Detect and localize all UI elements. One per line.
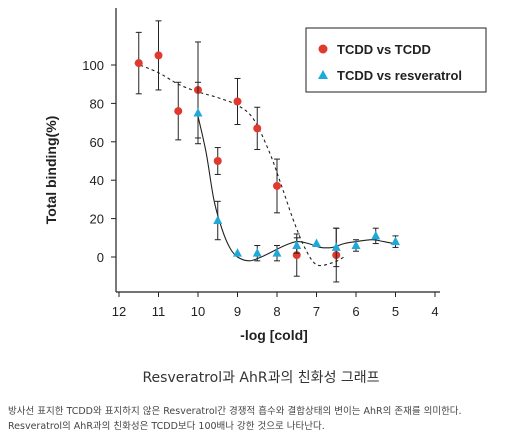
x-tick-label: 8 — [273, 304, 280, 319]
legend-marker-resveratrol-triangle — [318, 70, 328, 79]
data-point-tcdd — [273, 181, 281, 190]
y-axis-title: Total binding(%) — [43, 116, 59, 225]
y-ticks: 0 20 40 60 80 100 — [82, 58, 116, 265]
data-point-resveratrol — [391, 236, 400, 246]
data-point-resveratrol — [312, 238, 321, 248]
data-point-resveratrol — [272, 248, 282, 257]
data-point-resveratrol — [371, 230, 381, 240]
x-tick-label: 12 — [112, 304, 126, 319]
caption-title: Resveratrol과 AhR과의 친화성 그래프 — [142, 370, 380, 386]
x-tick-label: 7 — [313, 304, 320, 319]
axes — [115, 8, 440, 293]
legend-label-tcdd: TCDD vs TCDD — [337, 42, 431, 57]
data-point-tcdd — [134, 59, 143, 68]
y-tick-label: 40 — [90, 173, 104, 188]
caption-line-2: Resveratrol의 AhR과의 친화성은 TCDD보다 100배나 강한 … — [8, 421, 325, 432]
data-point-tcdd — [233, 97, 242, 106]
data-point-resveratrol — [292, 240, 302, 249]
y-tick-label: 60 — [90, 135, 104, 150]
data-point-resveratrol — [193, 108, 203, 117]
y-tick-label: 0 — [97, 250, 104, 265]
x-tick-label: 11 — [152, 304, 166, 319]
caption-line-1: 방사선 표지한 TCDD와 표지하지 않은 Resveratrol간 경쟁적 흡… — [8, 406, 462, 417]
data-point-resveratrol — [252, 248, 262, 257]
caption-body: 방사선 표지한 TCDD와 표지하지 않은 Resveratrol간 경쟁적 흡… — [8, 404, 518, 434]
legend-label-resveratrol: TCDD vs resveratrol — [337, 68, 462, 83]
x-tick-label: 4 — [431, 304, 438, 319]
fit-curve-tcdd — [134, 62, 345, 267]
x-tick-label: 5 — [392, 304, 399, 319]
data-point-tcdd — [253, 124, 262, 133]
legend: TCDD vs TCDD TCDD vs resveratrol — [305, 27, 487, 93]
data-point-resveratrol — [213, 215, 223, 225]
y-tick-label: 80 — [90, 96, 104, 111]
data-point-tcdd — [154, 51, 163, 60]
x-tick-label: 10 — [191, 304, 205, 319]
legend-box — [305, 27, 487, 93]
fit-curve-resveratrol — [196, 112, 394, 262]
x-axis-title: -log [cold] — [240, 327, 308, 343]
legend-marker-tcdd-circle — [318, 44, 328, 54]
data-point-resveratrol — [351, 240, 361, 249]
x-tick-label: 6 — [352, 304, 359, 319]
data-point-resveratrol — [331, 242, 341, 251]
data-point-resveratrol — [233, 248, 242, 257]
y-tick-label: 100 — [82, 58, 104, 73]
x-ticks: 12 11 10 9 8 7 6 5 4 — [112, 292, 439, 319]
data-point-tcdd — [213, 157, 222, 165]
fit-curves — [134, 62, 394, 267]
data-points — [134, 20, 400, 283]
x-tick-label: 9 — [234, 304, 241, 319]
binding-chart: 12 11 10 9 8 7 6 5 4 0 20 40 60 80 100 -log [cold] To… — [43, 8, 487, 343]
y-tick-label: 20 — [90, 212, 104, 227]
data-point-tcdd — [174, 107, 183, 116]
